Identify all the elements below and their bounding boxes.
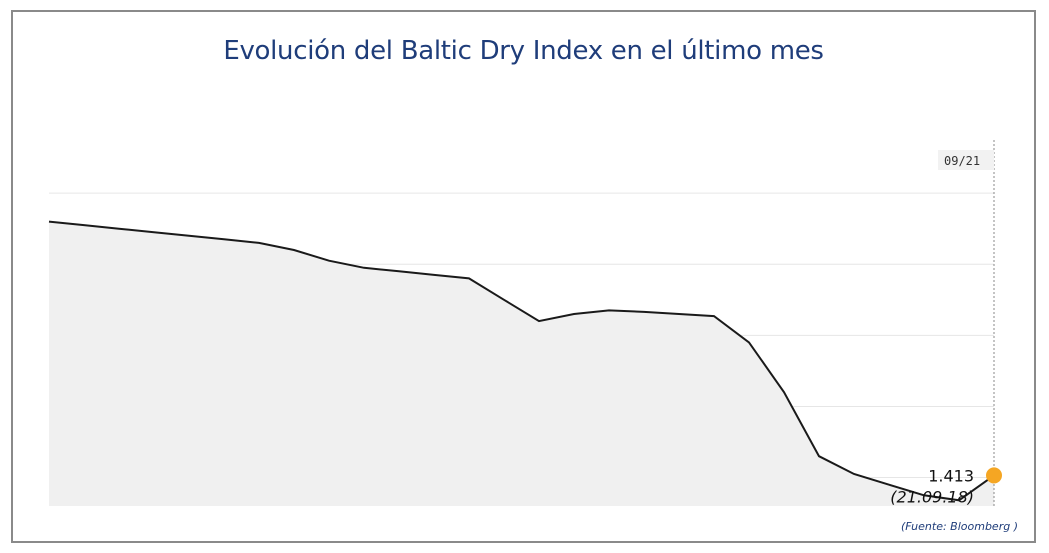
- highlight-point[interactable]: [986, 467, 1002, 484]
- crosshair-date-label: 09/21: [944, 154, 980, 168]
- crosshair-date-tag: 09/21: [938, 150, 994, 170]
- area-fill: [49, 221, 994, 506]
- crosshair-date-bg: [938, 150, 994, 170]
- chart-frame: Evolución del Baltic Dry Index en el últ…: [11, 10, 1036, 543]
- series-line: [48, 220, 995, 502]
- highlight-value-label: 1.413: [928, 466, 974, 485]
- highlight-date-label: (21.09.18): [890, 487, 974, 506]
- chart-title: Evolución del Baltic Dry Index en el últ…: [223, 36, 824, 66]
- source-note: (Fuente: Bloomberg ): [901, 520, 1018, 533]
- chart-plot: 09/21 1.413 (21.09.18): [48, 140, 1002, 506]
